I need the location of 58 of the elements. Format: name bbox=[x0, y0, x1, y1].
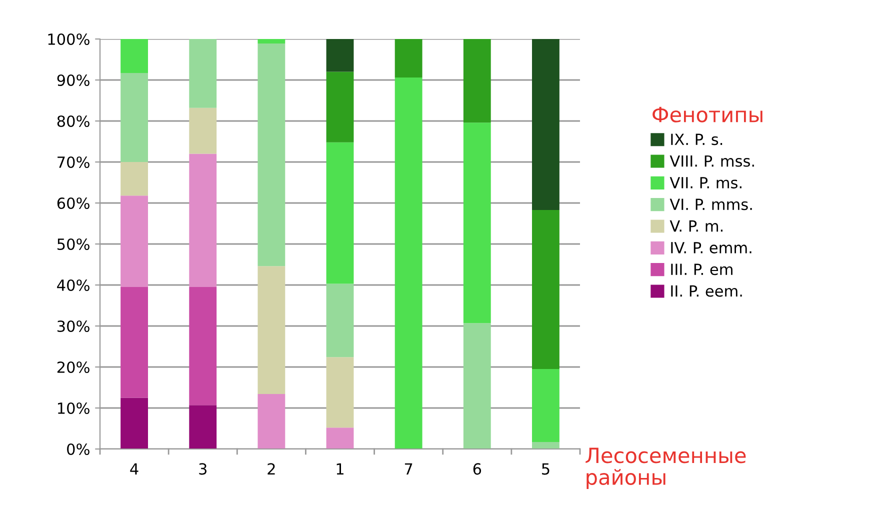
x-tick-label: 5 bbox=[542, 463, 550, 475]
legend-label: III. P. em bbox=[671, 264, 732, 276]
x-tick-label: 2 bbox=[268, 463, 275, 474]
y-tick-label: 20% bbox=[57, 361, 90, 374]
bar bbox=[532, 369, 560, 442]
x-tick-label: 4 bbox=[130, 463, 138, 474]
bar bbox=[326, 72, 354, 142]
legend-title: Фенотипы bbox=[652, 106, 762, 122]
bar bbox=[326, 39, 354, 72]
y-tick-label: 0% bbox=[67, 443, 90, 456]
bar bbox=[326, 357, 354, 428]
bar bbox=[189, 154, 217, 288]
bar bbox=[394, 39, 422, 78]
legend-label: IV. P. emm. bbox=[671, 242, 752, 254]
bar bbox=[463, 323, 491, 449]
legend-label: V. P. m. bbox=[670, 220, 723, 232]
legend-label: II. P. eem. bbox=[671, 285, 742, 297]
y-tick-label: 100% bbox=[48, 33, 90, 46]
bar bbox=[326, 284, 354, 358]
y-tick-label: 40% bbox=[57, 279, 90, 292]
bar bbox=[258, 266, 286, 394]
bar bbox=[120, 287, 148, 398]
bar bbox=[120, 398, 148, 449]
bar bbox=[326, 428, 354, 449]
bar bbox=[189, 39, 217, 108]
bar bbox=[326, 142, 354, 284]
x-tick-label: 6 bbox=[473, 463, 482, 475]
bar bbox=[258, 39, 286, 44]
bar bbox=[258, 394, 286, 449]
y-tick-label: 30% bbox=[57, 320, 90, 332]
y-tick-label: 50% bbox=[58, 238, 90, 250]
bar bbox=[189, 287, 217, 406]
bar bbox=[532, 210, 560, 370]
y-tick-label: 10% bbox=[58, 402, 90, 414]
legend-label: IX. P. s. bbox=[671, 134, 722, 146]
bar bbox=[120, 73, 148, 162]
bar bbox=[120, 162, 148, 196]
y-tick-label: 60% bbox=[57, 197, 90, 210]
bar bbox=[532, 442, 560, 449]
y-tick-label: 80% bbox=[57, 115, 90, 128]
bar bbox=[189, 405, 217, 449]
x-axis-title: Лесосеменные районы bbox=[586, 448, 746, 490]
bar bbox=[189, 108, 217, 154]
legend-label: VI. P. mms. bbox=[670, 198, 752, 210]
x-tick-label: 7 bbox=[404, 463, 412, 474]
y-tick-label: 70% bbox=[58, 156, 90, 168]
bar bbox=[463, 122, 491, 324]
bar bbox=[120, 39, 148, 74]
bar bbox=[532, 39, 560, 210]
x-tick-label: 3 bbox=[199, 463, 206, 475]
legend-label: VII. P. ms. bbox=[670, 177, 742, 188]
bar bbox=[463, 39, 491, 123]
bar bbox=[258, 44, 286, 266]
bar bbox=[394, 78, 422, 449]
legend-label: VIII. P. mss. bbox=[670, 155, 754, 167]
bar bbox=[120, 196, 148, 288]
x-tick-label: 1 bbox=[336, 463, 344, 474]
y-tick-label: 90% bbox=[57, 74, 90, 86]
